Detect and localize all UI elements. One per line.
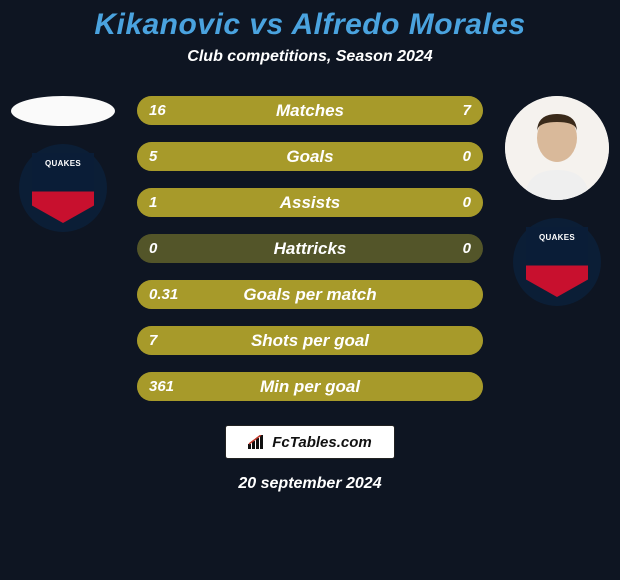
bar-fill-left (137, 280, 483, 309)
club-badge-left: QUAKES (19, 144, 107, 232)
subtitle: Club competitions, Season 2024 (0, 48, 620, 66)
bar-value-right: 0 (463, 148, 471, 165)
brand-text: FcTables.com (272, 434, 371, 451)
bar-fill-left (137, 326, 483, 355)
bar-value-left: 0.31 (149, 286, 178, 303)
bar-label: Hattricks (137, 239, 483, 259)
bar-row: 7Shots per goal (137, 326, 483, 355)
bar-fill-left (137, 188, 483, 217)
right-column: QUAKES (502, 96, 612, 306)
footer-date: 20 september 2024 (0, 475, 620, 493)
club-badge-label-left: QUAKES (45, 159, 81, 168)
page-title: Kikanovic vs Alfredo Morales (0, 8, 620, 42)
main-panel: QUAKES QUAKES 16Matches7 5Goals0 1Assists0… (0, 96, 620, 401)
bar-fill-left (137, 142, 483, 171)
bar-row: 0.31Goals per match (137, 280, 483, 309)
player-avatar-left (11, 96, 115, 126)
bar-fill-left (137, 96, 379, 125)
bar-row: 0Hattricks0 (137, 234, 483, 263)
comparison-infographic: Kikanovic vs Alfredo Morales Club compet… (0, 0, 620, 580)
bar-fill-left (137, 372, 483, 401)
bar-value-right: 0 (463, 194, 471, 211)
bar-row: 5Goals0 (137, 142, 483, 171)
bar-row: 1Assists0 (137, 188, 483, 217)
bar-value-left: 7 (149, 332, 157, 349)
bar-value-left: 16 (149, 102, 166, 119)
bar-row: 16Matches7 (137, 96, 483, 125)
shield-icon: QUAKES (526, 227, 588, 297)
bar-row: 361Min per goal (137, 372, 483, 401)
brand-badge: FcTables.com (225, 425, 395, 459)
bar-value-right: 0 (463, 240, 471, 257)
bar-value-right: 7 (463, 102, 471, 119)
shield-icon: QUAKES (32, 153, 94, 223)
comparison-bars: 16Matches75Goals01Assists00Hattricks00.3… (137, 96, 483, 401)
bar-value-left: 0 (149, 240, 157, 257)
bar-value-left: 361 (149, 378, 174, 395)
bar-value-left: 1 (149, 194, 157, 211)
bars-icon (248, 435, 266, 449)
bar-value-left: 5 (149, 148, 157, 165)
left-column: QUAKES (8, 96, 118, 232)
person-icon (505, 96, 609, 200)
club-badge-label-right: QUAKES (539, 233, 575, 242)
club-badge-right: QUAKES (513, 218, 601, 306)
player-avatar-right (505, 96, 609, 200)
